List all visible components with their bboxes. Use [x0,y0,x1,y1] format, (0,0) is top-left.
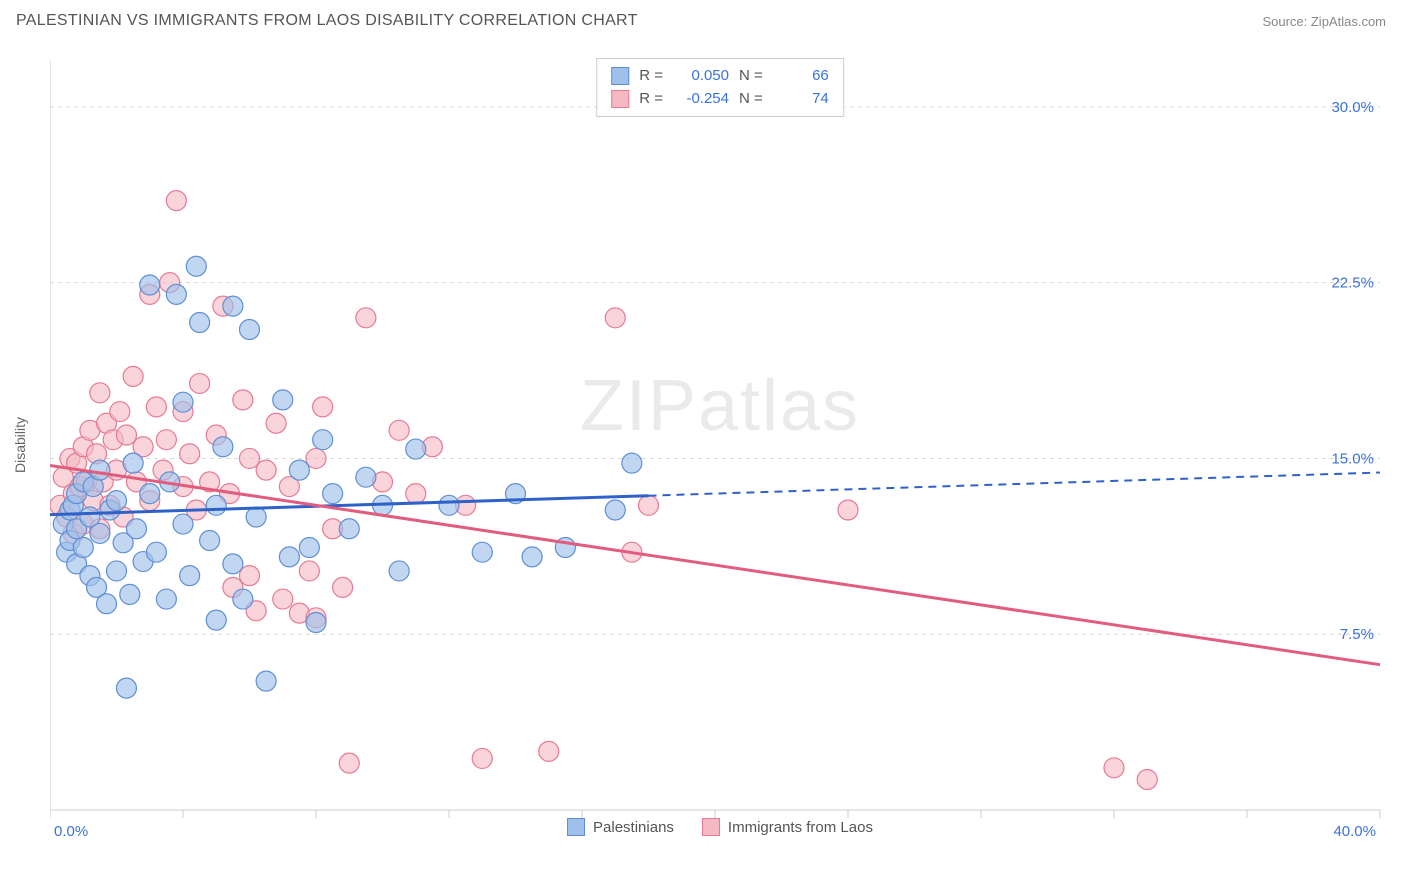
chart-header: PALESTINIAN VS IMMIGRANTS FROM LAOS DISA… [0,0,1406,38]
chart-container: Disability 7.5%15.0%22.5%30.0%0.0%40.0% … [50,50,1390,840]
scatter-plot: 7.5% 15.0% 22.5% 30.0% 0.0% 40.0% [50,50,1390,840]
n-value-2: 74 [773,88,829,111]
n-label: N = [739,65,763,88]
svg-text:0.0%: 0.0% [54,823,88,840]
swatch-palestinians-icon [567,818,585,836]
legend-item-1: Palestinians [567,818,674,836]
legend-label-2: Immigrants from Laos [728,819,873,836]
svg-text:15.0%: 15.0% [1331,450,1374,467]
n-value-1: 66 [773,65,829,88]
r-label: R = [639,88,663,111]
r-label: R = [639,65,663,88]
stats-row-2: R = -0.254 N = 74 [611,88,829,111]
chart-title: PALESTINIAN VS IMMIGRANTS FROM LAOS DISA… [16,12,638,30]
r-value-1: 0.050 [673,65,729,88]
y-axis-label: Disability [12,417,28,473]
chart-source: Source: ZipAtlas.com [1262,14,1386,29]
swatch-laos-icon [611,90,629,108]
bottom-legend: Palestinians Immigrants from Laos [567,818,873,836]
legend-label-1: Palestinians [593,819,674,836]
stats-legend: R = 0.050 N = 66 R = -0.254 N = 74 [596,58,844,117]
swatch-laos-icon [702,818,720,836]
svg-text:30.0%: 30.0% [1331,99,1374,116]
svg-text:7.5%: 7.5% [1340,626,1374,643]
n-label: N = [739,88,763,111]
stats-row-1: R = 0.050 N = 66 [611,65,829,88]
svg-text:22.5%: 22.5% [1331,275,1374,292]
swatch-palestinians-icon [611,67,629,85]
r-value-2: -0.254 [673,88,729,111]
svg-text:40.0%: 40.0% [1333,823,1376,840]
legend-item-2: Immigrants from Laos [702,818,873,836]
